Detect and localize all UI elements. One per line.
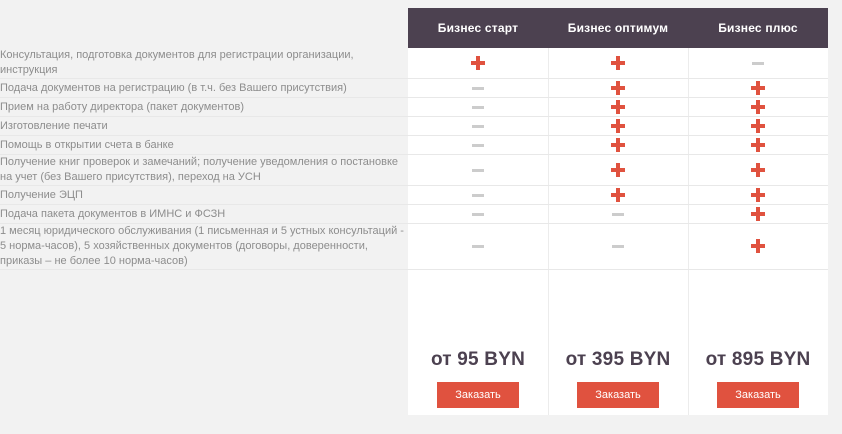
mark-cell-start [408, 135, 548, 155]
minus-icon [611, 207, 625, 221]
price-cell-start: от 95 BYN Заказать [408, 345, 548, 415]
plan-name-optimum: Бизнес оптимум [567, 21, 669, 35]
plans-header: Бизнес старт Бизнес оптимум Бизнес плюс [408, 8, 828, 48]
plan-name-plus: Бизнес плюс [718, 21, 798, 35]
mark-cell-optimum [548, 78, 688, 98]
plus-icon [611, 187, 625, 202]
mark-cell-start [408, 185, 548, 205]
mark-cell-plus [688, 97, 828, 117]
feature-label: Получение ЭЦП [0, 185, 408, 205]
mark-cell-optimum [548, 116, 688, 136]
feature-label: Помощь в открытии счета в банке [0, 135, 408, 155]
mark-cell-plus [688, 48, 828, 79]
minus-icon [471, 138, 485, 152]
table-row: Подача документов на регистрацию (в т.ч.… [0, 78, 828, 98]
plus-icon [611, 99, 625, 114]
plan-header-plus: Бизнес плюс [688, 8, 828, 48]
table-row: Помощь в открытии счета в банке [0, 135, 828, 155]
minus-icon [471, 188, 485, 202]
plan-header-start: Бизнес старт [408, 8, 548, 48]
feature-label: Прием на работу директора (пакет докумен… [0, 97, 408, 117]
price-footer: от 95 BYN Заказать от 395 BYN Заказать о… [408, 345, 828, 415]
plus-icon [751, 206, 765, 221]
mark-cell-start [408, 204, 548, 224]
price-cell-optimum: от 395 BYN Заказать [548, 345, 688, 415]
mark-cell-start [408, 97, 548, 117]
minus-icon [471, 81, 485, 95]
feature-label: Консультация, подготовка документов для … [0, 48, 408, 79]
mark-cell-optimum [548, 97, 688, 117]
feature-label: Изготовление печати [0, 116, 408, 136]
feature-label: 1 месяц юридического обслуживания (1 пис… [0, 223, 408, 270]
plus-icon [751, 80, 765, 95]
table-row: Изготовление печати [0, 116, 828, 136]
plus-icon [751, 187, 765, 202]
mark-cell-optimum [548, 204, 688, 224]
mark-cell-optimum [548, 135, 688, 155]
mark-cell-plus [688, 204, 828, 224]
price-cell-plus: от 895 BYN Заказать [688, 345, 828, 415]
plus-icon [751, 137, 765, 152]
mark-cell-start [408, 48, 548, 79]
table-row: Консультация, подготовка документов для … [0, 48, 828, 79]
table-row: 1 месяц юридического обслуживания (1 пис… [0, 223, 828, 270]
mark-cell-start [408, 78, 548, 98]
mark-cell-optimum [548, 154, 688, 186]
plus-icon [471, 55, 485, 70]
table-row: Прием на работу директора (пакет докумен… [0, 97, 828, 117]
feature-table: Консультация, подготовка документов для … [0, 48, 828, 270]
price-plus: от 895 BYN [705, 349, 811, 370]
price-optimum: от 395 BYN [565, 349, 671, 370]
table-row: Получение книг проверок и замечаний; пол… [0, 154, 828, 186]
mark-cell-plus [688, 116, 828, 136]
price-start: от 95 BYN [430, 349, 526, 370]
minus-icon [471, 119, 485, 133]
feature-label: Подача документов на регистрацию (в т.ч.… [0, 78, 408, 98]
mark-cell-plus [688, 185, 828, 205]
mark-cell-optimum [548, 185, 688, 205]
plus-icon [751, 99, 765, 114]
minus-icon [471, 239, 485, 253]
plus-icon [751, 118, 765, 133]
plan-name-start: Бизнес старт [437, 21, 519, 35]
mark-cell-plus [688, 154, 828, 186]
plus-icon [611, 118, 625, 133]
mark-cell-start [408, 116, 548, 136]
mark-cell-start [408, 154, 548, 186]
minus-icon [471, 100, 485, 114]
plus-icon [611, 162, 625, 177]
table-row: Подача пакета документов в ИМНС и ФСЗН [0, 204, 828, 224]
minus-icon [471, 163, 485, 177]
feature-label: Получение книг проверок и замечаний; пол… [0, 154, 408, 186]
mark-cell-plus [688, 78, 828, 98]
mark-cell-start [408, 223, 548, 270]
order-button-optimum[interactable]: Заказать [577, 382, 659, 408]
feature-table-body: Консультация, подготовка документов для … [0, 48, 828, 270]
plan-header-optimum: Бизнес оптимум [548, 8, 688, 48]
minus-icon [751, 56, 765, 70]
plus-icon [751, 162, 765, 177]
minus-icon [611, 239, 625, 253]
plus-icon [611, 55, 625, 70]
mark-cell-optimum [548, 48, 688, 79]
table-row: Получение ЭЦП [0, 185, 828, 205]
plus-icon [611, 80, 625, 95]
plus-icon [751, 239, 765, 254]
order-button-start[interactable]: Заказать [437, 382, 519, 408]
feature-label: Подача пакета документов в ИМНС и ФСЗН [0, 204, 408, 224]
plus-icon [611, 137, 625, 152]
minus-icon [471, 207, 485, 221]
order-button-plus[interactable]: Заказать [717, 382, 799, 408]
mark-cell-plus [688, 223, 828, 270]
mark-cell-plus [688, 135, 828, 155]
mark-cell-optimum [548, 223, 688, 270]
